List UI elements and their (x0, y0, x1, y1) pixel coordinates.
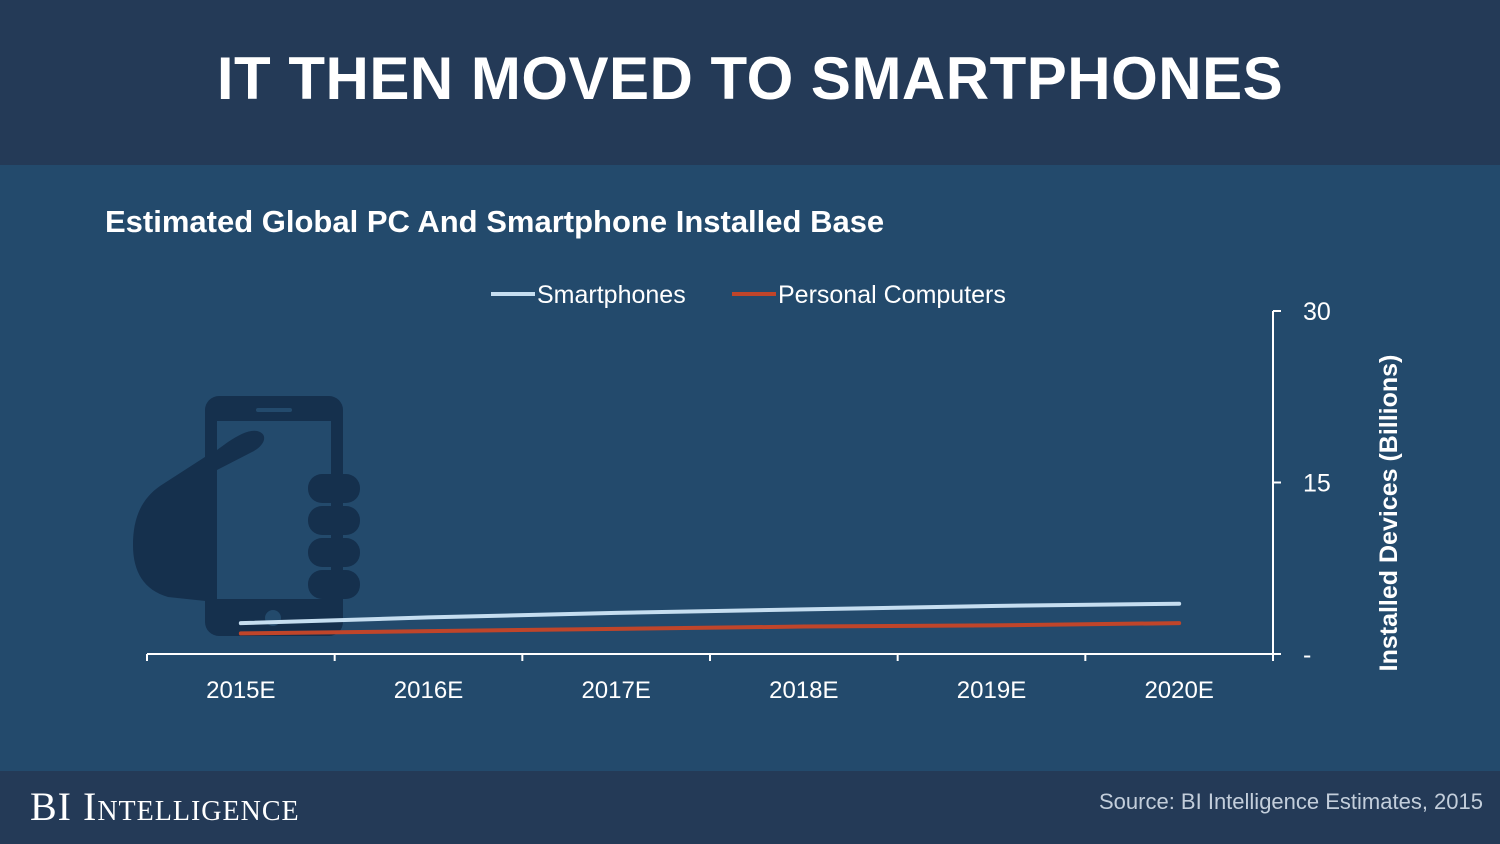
y-tick-label: 30 (1303, 298, 1331, 326)
headline: IT THEN MOVED TO SMARTPHONES (216, 45, 1284, 112)
footer-band (0, 771, 1500, 844)
source-note: Source: BI Intelligence Estimates, 2015 (1099, 789, 1483, 814)
y-tick-label: - (1303, 641, 1311, 669)
header-band (0, 0, 1500, 165)
x-tick-label: 2018E (769, 677, 838, 704)
hand-holding-smartphone-icon (133, 396, 360, 636)
x-tick-label: 2017E (581, 677, 650, 704)
x-tick-label: 2016E (394, 677, 463, 704)
chart-title: Estimated Global PC And Smartphone Insta… (105, 204, 885, 239)
legend-label: Smartphones (537, 281, 686, 309)
x-tick-label: 2019E (957, 677, 1026, 704)
series-line-smartphones (238, 601, 1182, 626)
series-line-personal-computers (238, 621, 1182, 636)
legend-label: Personal Computers (778, 281, 1006, 309)
brand-logo: BI Intelligence (30, 784, 300, 829)
x-tick-label: 2015E (206, 677, 275, 704)
y-axis-label: Installed Devices (Billions) (1375, 355, 1403, 672)
x-tick-label: 2020E (1144, 677, 1213, 704)
y-tick-label: 15 (1303, 470, 1331, 498)
